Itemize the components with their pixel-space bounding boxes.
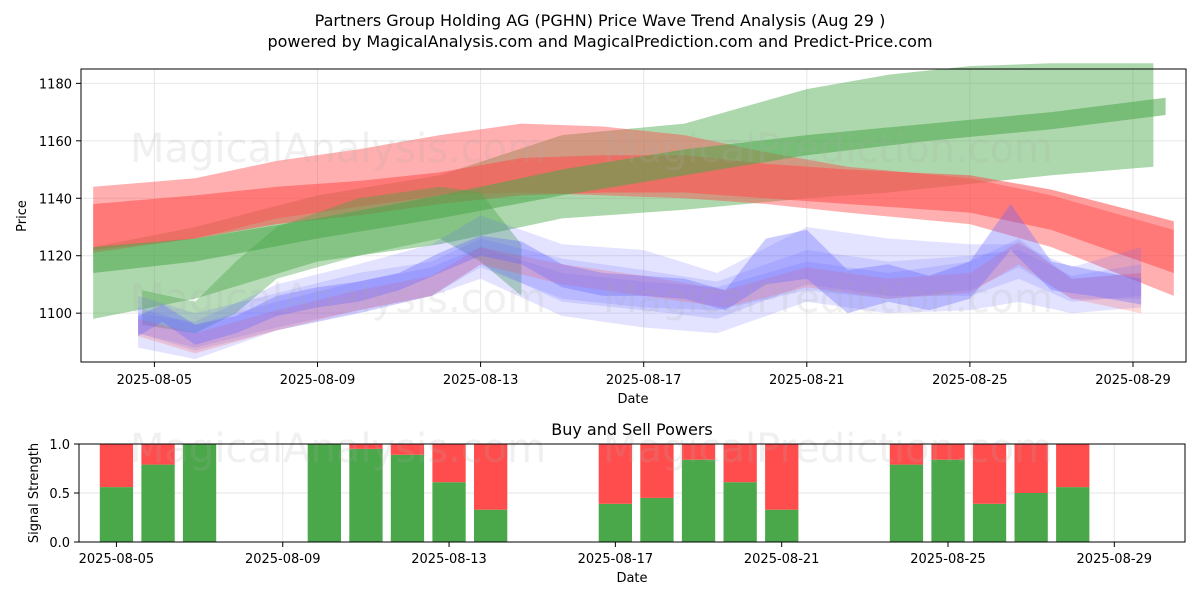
buy-bar (972, 503, 1007, 542)
signal-panel-title: Buy and Sell Powers (551, 420, 713, 439)
signal-panel: Buy and Sell Powers MagicalAnalysis.com … (27, 420, 1186, 586)
sell-bar (931, 444, 965, 460)
price-band-blue-wave-band-1 (138, 215, 1142, 360)
signal-y-axis-label: Signal Strength (27, 443, 42, 543)
signal-x-tick-label: 2025-08-17 (578, 552, 654, 567)
price-band-red-wide-band (93, 123, 1174, 296)
sell-bar (1056, 444, 1090, 488)
watermark-prediction-bottom: MagicalPrediction.com (603, 426, 1053, 472)
signal-x-ticks: 2025-08-05 2025-08-09 2025-08-13 2025-08-17… (79, 542, 1152, 567)
chart-title-line2: powered by MagicalAnalysis.com and Magic… (267, 32, 932, 51)
price-plot-frame (80, 68, 1187, 363)
signal-x-axis-label: Date (616, 571, 647, 586)
buy-bar (1014, 493, 1048, 542)
price-panel: MagicalAnalysis.com MagicalPrediction.co… (15, 63, 1187, 407)
signal-x-tick-label: 2025-08-25 (910, 552, 986, 567)
signal-x-tick-label: 2025-08-13 (411, 552, 487, 567)
sell-bar (141, 444, 175, 465)
signal-x-tick-label: 2025-08-21 (744, 552, 820, 567)
sell-bar (432, 444, 466, 483)
sell-bar (99, 444, 134, 488)
buy-bar (1056, 487, 1090, 542)
price-x-tick-label: 2025-08-29 (1095, 373, 1171, 388)
price-y-tick-label: 1120 (39, 250, 72, 265)
buy-bar (99, 487, 134, 542)
price-band-green-narrow-band (93, 97, 1166, 273)
price-x-tick-label: 2025-08-05 (117, 373, 193, 388)
signal-x-tick-label: 2025-08-09 (245, 552, 321, 567)
price-y-ticks: 1100 1120 1140 1160 1180 (39, 77, 81, 322)
sell-bar (598, 444, 632, 504)
sell-bar (640, 444, 674, 498)
price-y-tick-label: 1180 (39, 77, 72, 92)
price-x-tick-label: 2025-08-21 (769, 373, 845, 388)
price-y-tick-label: 1160 (39, 135, 72, 150)
price-band-blue-wave-band-2 (138, 238, 1142, 348)
buy-bar (182, 444, 217, 542)
watermark-prediction-top-2: MagicalPrediction.com (603, 276, 1053, 322)
watermark-analysis-top-1: MagicalAnalysis.com (130, 126, 546, 172)
watermark-prediction-top-1: MagicalPrediction.com (603, 126, 1053, 172)
price-band-red-thin-wave (138, 241, 1142, 354)
buy-bar (390, 454, 425, 542)
price-x-tick-label: 2025-08-13 (443, 373, 519, 388)
price-y-axis-label: Price (15, 200, 30, 232)
buy-bar (432, 482, 466, 542)
sell-bar (972, 444, 1007, 504)
buy-bar (765, 509, 799, 542)
price-band-blue-wave-band-3 (138, 238, 1142, 351)
buy-bar (640, 497, 674, 542)
price-y-tick-label: 1100 (39, 307, 72, 322)
sell-bar (390, 444, 425, 455)
signal-y-tick-label: 0.0 (49, 536, 70, 551)
sell-bar (723, 444, 757, 483)
sell-bar (889, 444, 924, 465)
price-y-tick-label: 1140 (39, 192, 72, 207)
price-bands (93, 63, 1174, 360)
price-band-blue-core-wave (138, 204, 1142, 345)
buy-bar (931, 459, 965, 542)
price-band-green-wave-band (142, 186, 522, 334)
signal-y-tick-label: 0.5 (49, 487, 70, 502)
price-x-tick-label: 2025-08-09 (280, 373, 356, 388)
price-x-tick-label: 2025-08-25 (932, 373, 1008, 388)
signal-y-ticks: 0.0 0.5 1.0 (49, 438, 79, 551)
buy-bar (681, 459, 716, 542)
buy-bar (349, 448, 383, 542)
buy-bar (141, 464, 175, 542)
buy-bar (598, 503, 632, 542)
buy-bar (889, 464, 924, 542)
watermark-analysis-bottom: MagicalAnalysis.com (130, 426, 546, 472)
signal-x-tick-label: 2025-08-05 (79, 552, 155, 567)
sell-bar (765, 444, 799, 510)
buy-bar (307, 444, 341, 542)
signal-bars (99, 444, 1090, 542)
price-band-red-narrow-band (93, 155, 1174, 273)
sell-bar (681, 444, 716, 460)
watermark-analysis-top-2: MagicalAnalysis.com (130, 276, 546, 322)
price-x-ticks: 2025-08-05 2025-08-09 2025-08-13 2025-08-17… (117, 362, 1171, 388)
price-x-axis-label: Date (617, 392, 648, 407)
sell-bar (474, 444, 508, 510)
buy-bar (723, 482, 757, 542)
price-x-tick-label: 2025-08-17 (606, 373, 682, 388)
sell-bar (1014, 444, 1048, 493)
sell-bar (349, 444, 383, 449)
buy-bar (474, 509, 508, 542)
signal-x-tick-label: 2025-08-29 (1077, 552, 1153, 567)
signal-y-tick-label: 1.0 (49, 438, 70, 453)
chart-title-line1: Partners Group Holding AG (PGHN) Price W… (315, 11, 886, 30)
